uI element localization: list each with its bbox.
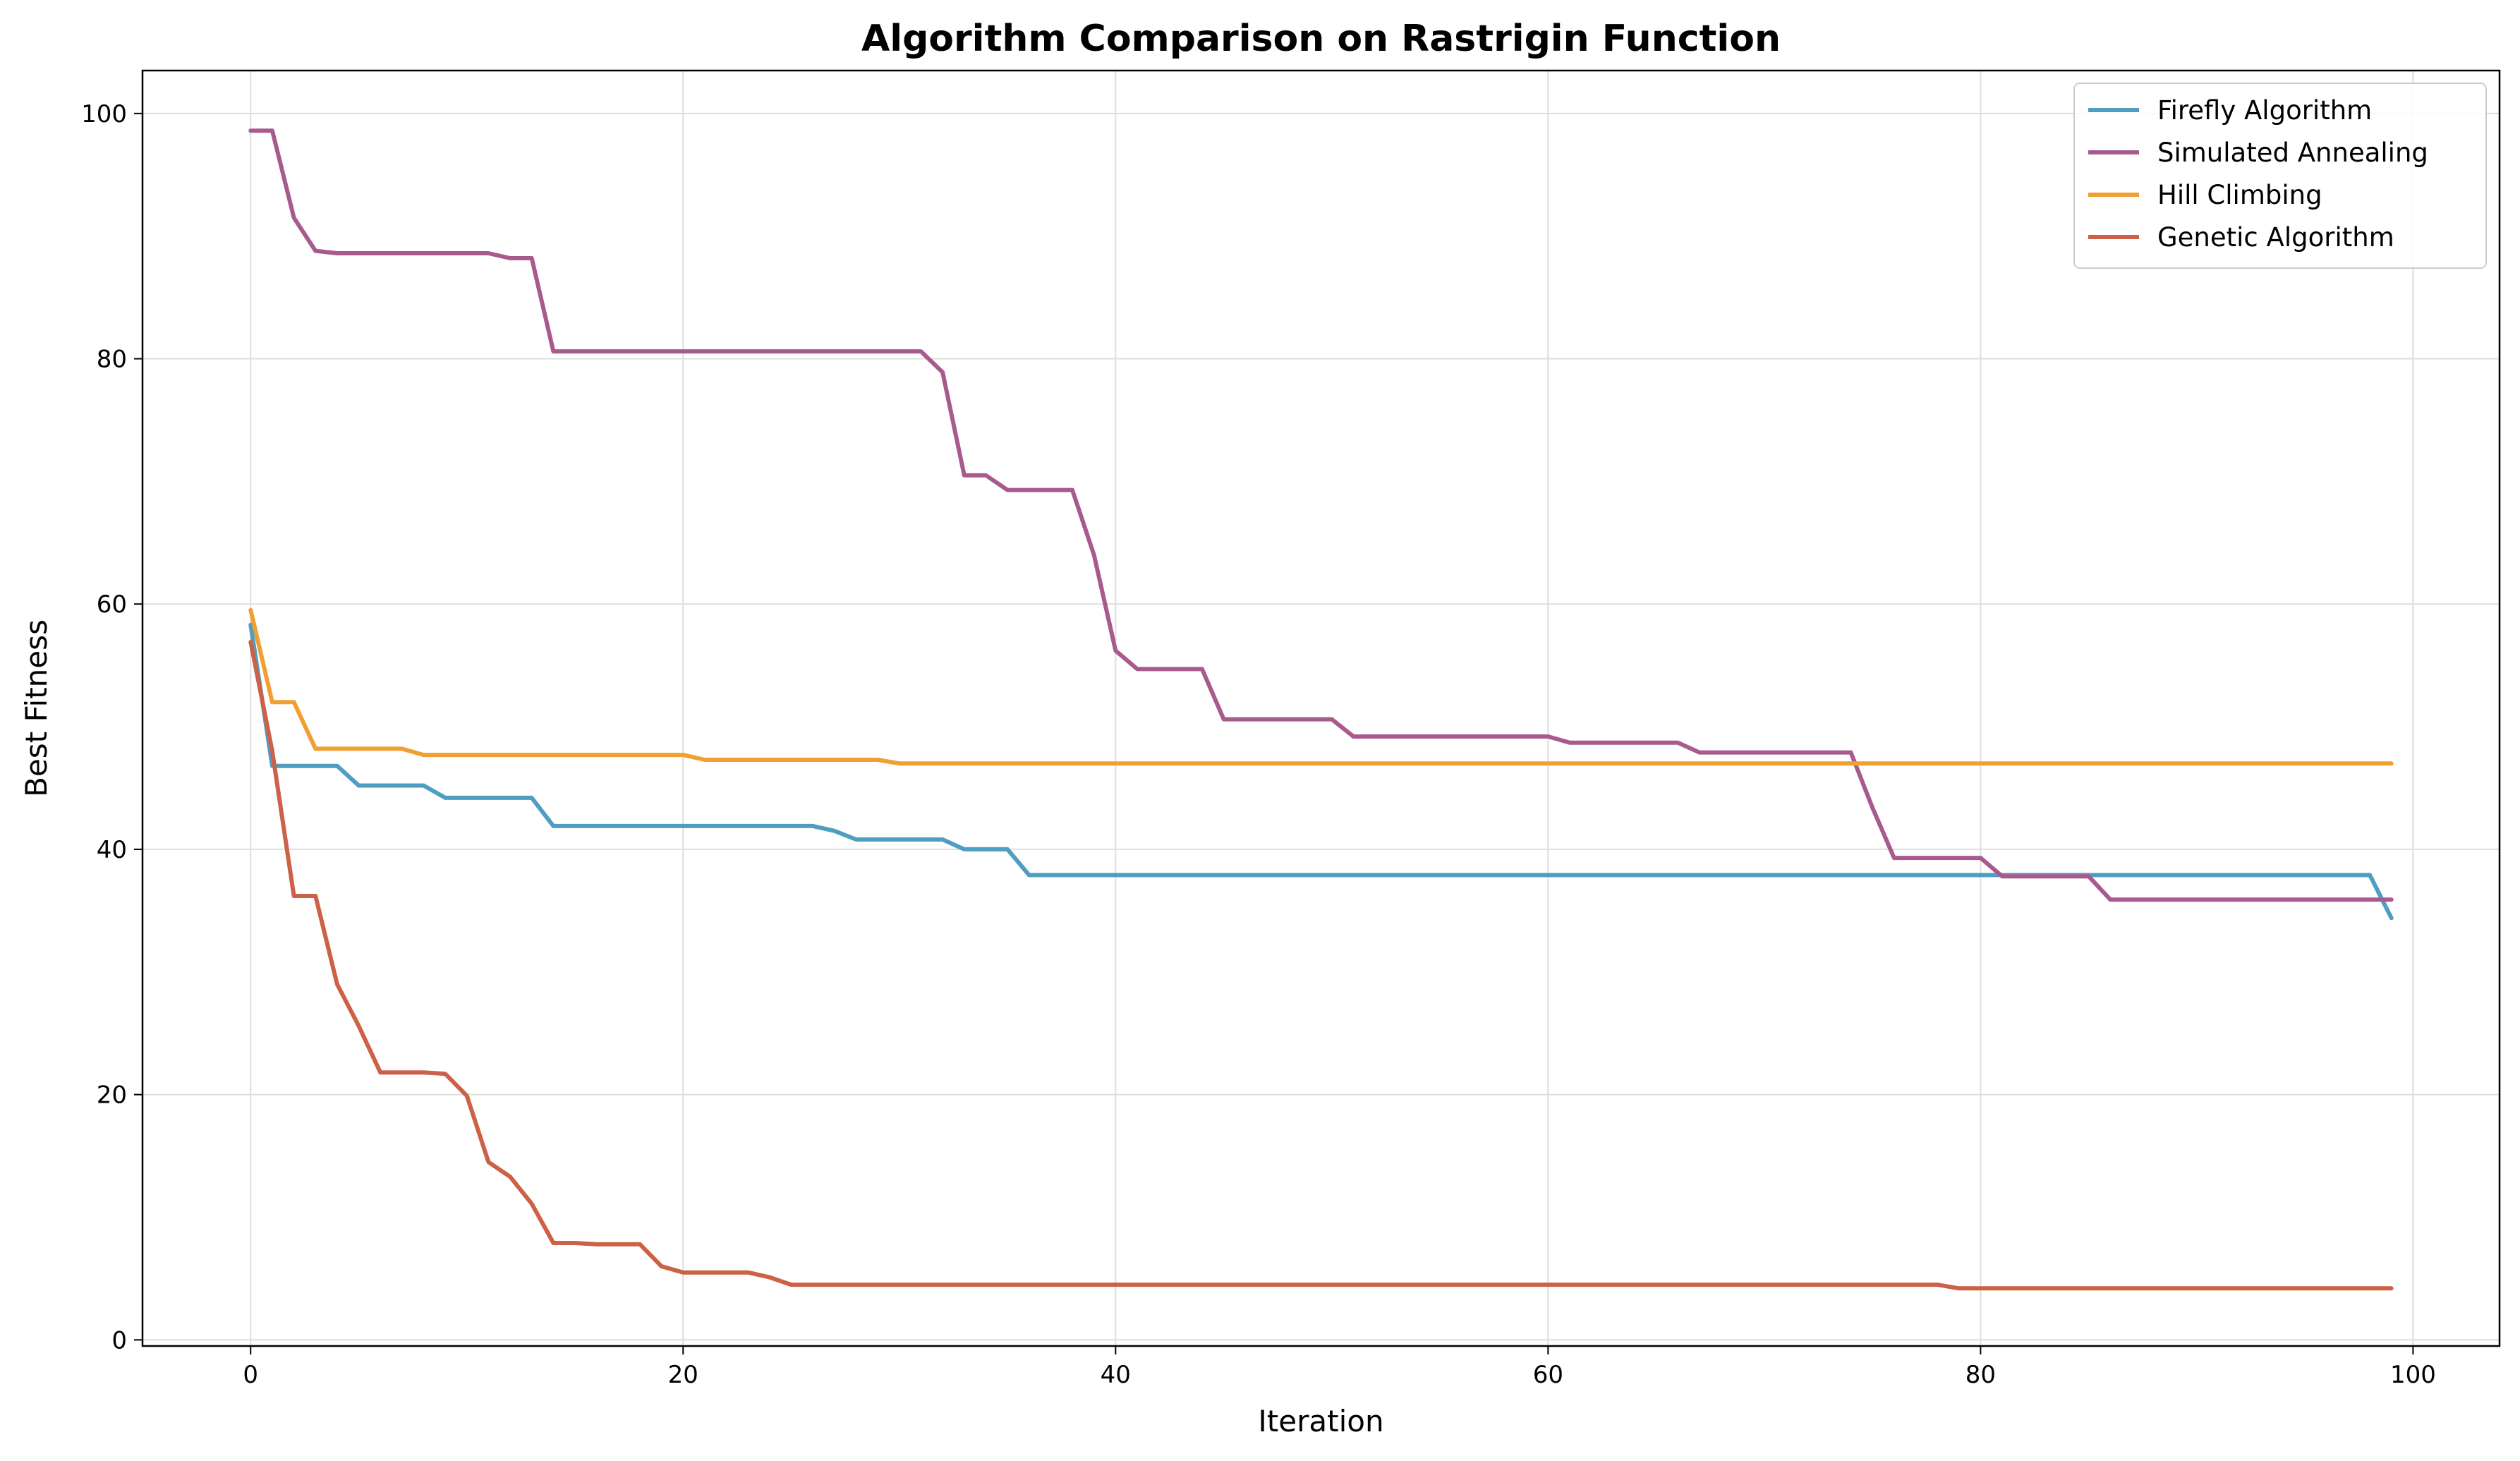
series-line-hill-climbing bbox=[248, 607, 2394, 766]
x-tick-label: 100 bbox=[2390, 1361, 2436, 1389]
legend: Firefly Algorithm Simulated Annealing Hill… bbox=[2073, 83, 2487, 269]
series-lines bbox=[248, 128, 2394, 1291]
chart-title: Algorithm Comparison on Rastrigin Functi… bbox=[861, 18, 1781, 60]
series-line-simulated-annealing bbox=[248, 128, 2394, 902]
plot-area-frame bbox=[141, 69, 2501, 1347]
x-tick-label: 40 bbox=[1101, 1361, 1131, 1389]
y-tick-label: 60 bbox=[97, 590, 127, 619]
x-tick-label: 20 bbox=[668, 1361, 698, 1389]
grid bbox=[143, 71, 2500, 1346]
series-line-genetic-algorithm bbox=[248, 640, 2394, 1291]
y-tick-label: 100 bbox=[81, 100, 127, 128]
x-tick-label: 0 bbox=[243, 1361, 258, 1389]
x-tick-label: 80 bbox=[1965, 1361, 1996, 1389]
legend-label: Hill Climbing bbox=[2157, 180, 2322, 210]
legend-label: Genetic Algorithm bbox=[2157, 222, 2394, 253]
legend-label: Firefly Algorithm bbox=[2157, 95, 2372, 126]
y-tick-label: 80 bbox=[97, 346, 127, 374]
legend-box bbox=[2073, 83, 2487, 269]
x-tick-label: 60 bbox=[1533, 1361, 1563, 1389]
series-line-firefly-algorithm bbox=[248, 622, 2394, 921]
y-tick-label: 20 bbox=[97, 1081, 127, 1110]
axis-ticks: 0 20 40 60 80 100 0 20 40 60 80 100 bbox=[81, 100, 2436, 1389]
y-tick-label: 0 bbox=[111, 1326, 127, 1354]
legend-label: Simulated Annealing bbox=[2157, 138, 2428, 168]
x-axis-label: Iteration bbox=[1258, 1404, 1383, 1438]
y-tick-label: 40 bbox=[97, 836, 127, 864]
y-axis-label: Best Fitness bbox=[19, 619, 54, 797]
